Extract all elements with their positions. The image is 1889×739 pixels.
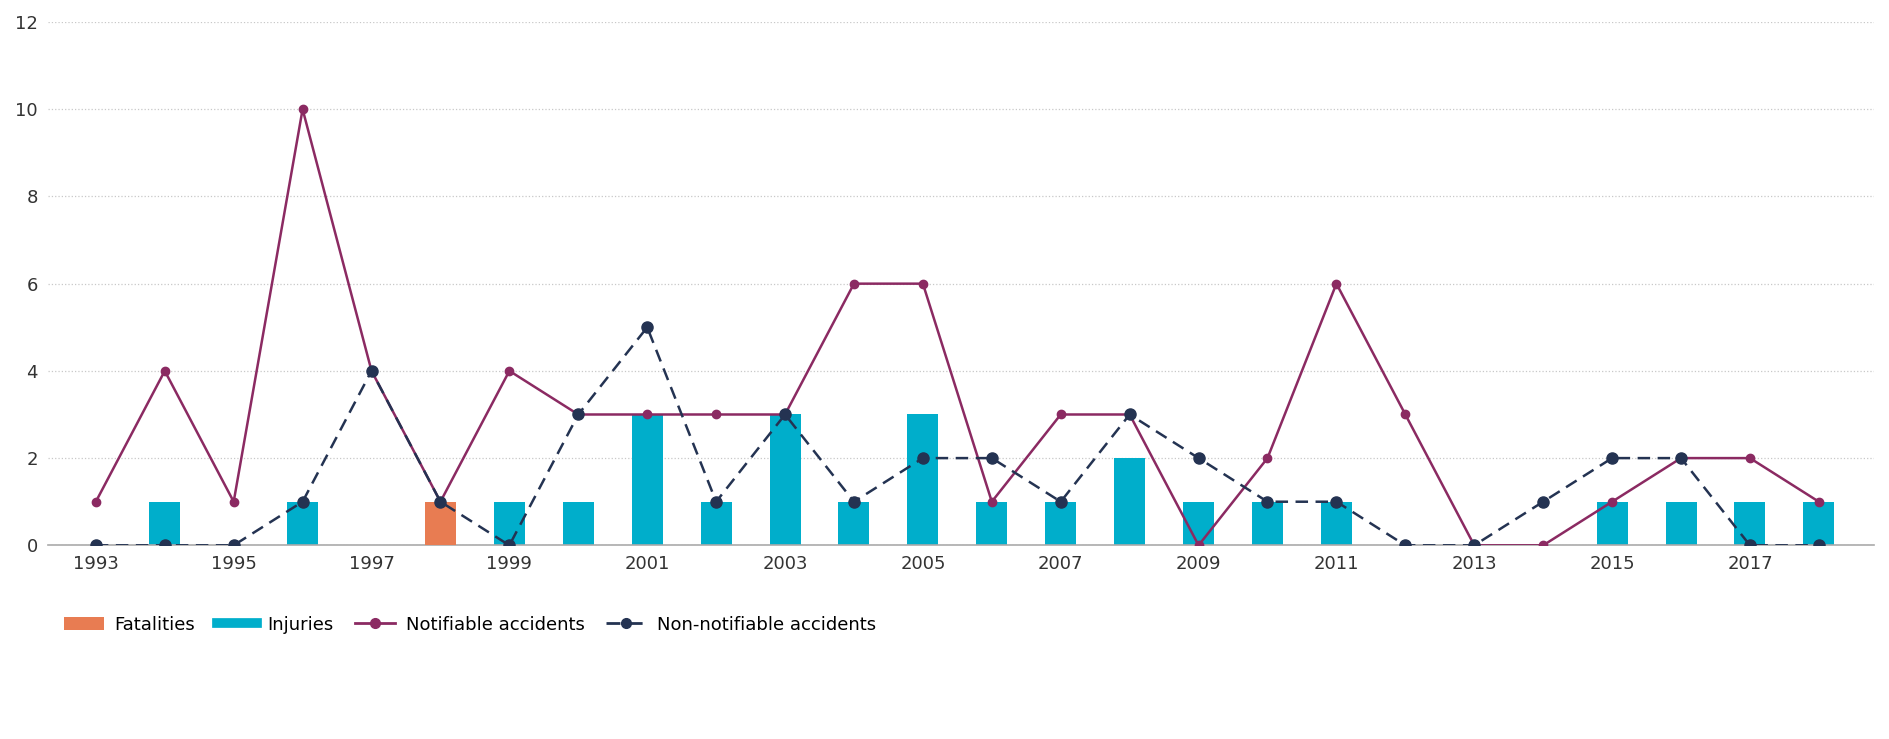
Bar: [631, 415, 663, 545]
Bar: [701, 502, 731, 545]
Bar: [1320, 502, 1353, 545]
Bar: [493, 502, 525, 545]
Bar: [839, 502, 869, 545]
Bar: [287, 502, 317, 545]
Bar: [1666, 502, 1696, 545]
Bar: [149, 502, 179, 545]
Bar: [977, 502, 1007, 545]
Bar: [425, 502, 455, 545]
Bar: [1734, 502, 1766, 545]
Legend: Fatalities, Injuries, Notifiable accidents, Non-notifiable accidents: Fatalities, Injuries, Notifiable acciden…: [57, 608, 884, 641]
Bar: [1596, 502, 1628, 545]
Bar: [1045, 502, 1077, 545]
Bar: [1252, 502, 1283, 545]
Bar: [563, 502, 593, 545]
Bar: [769, 415, 801, 545]
Bar: [1115, 458, 1145, 545]
Bar: [907, 415, 939, 545]
Bar: [1804, 502, 1834, 545]
Bar: [1183, 502, 1215, 545]
Bar: [425, 502, 455, 545]
